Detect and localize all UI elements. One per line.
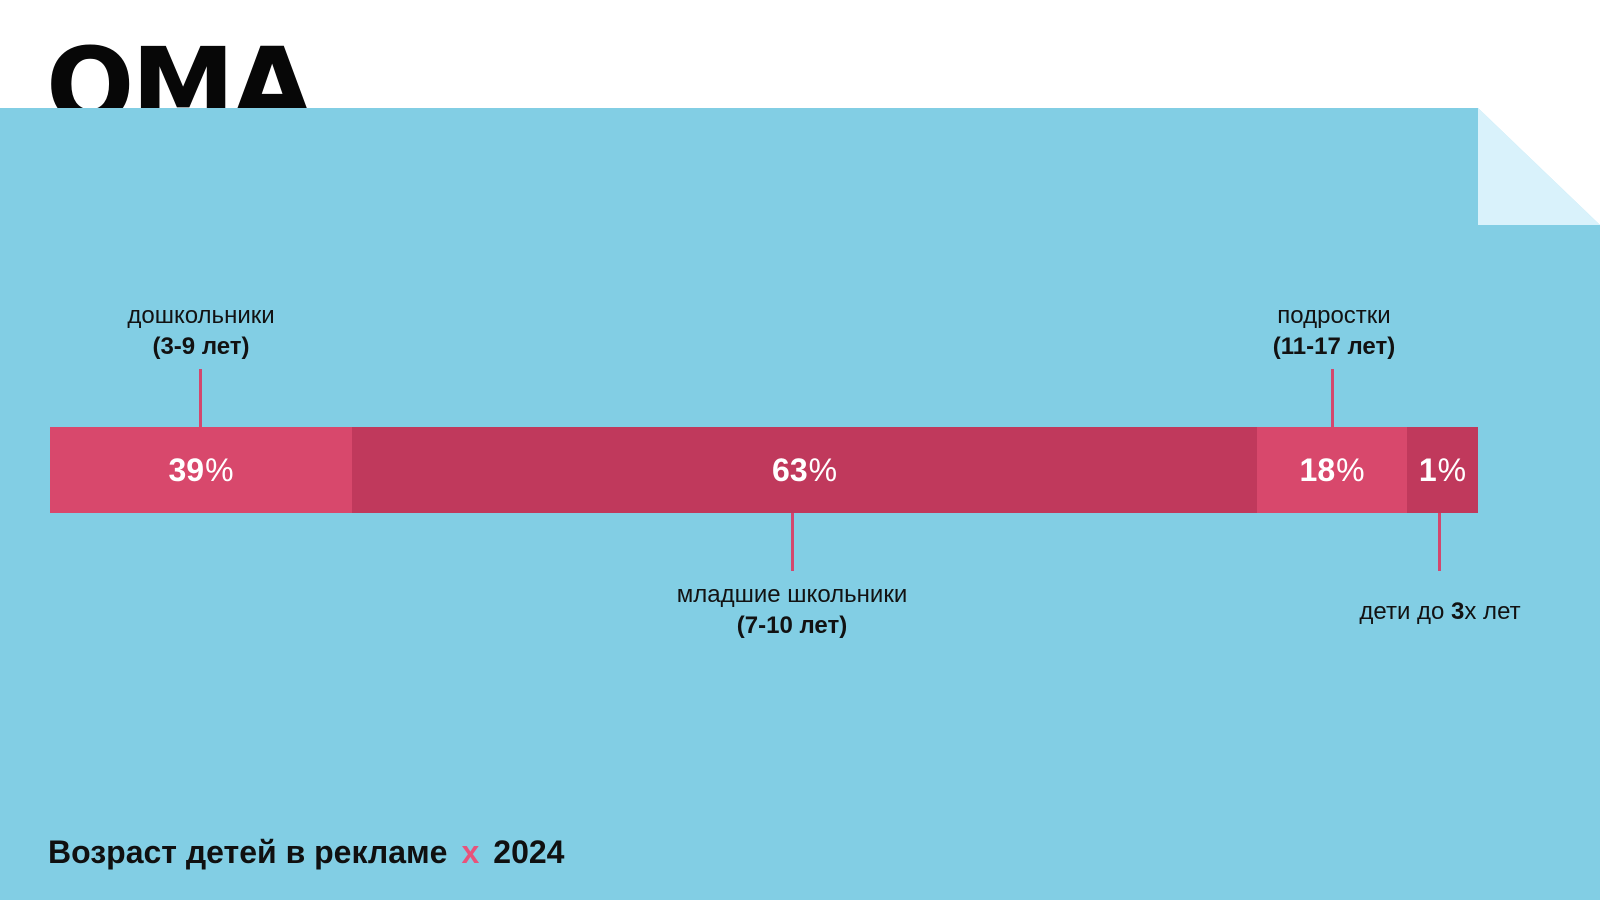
chart-title-text: Возраст детей в рекламе xyxy=(48,834,448,870)
bar-value-toddlers: 1 xyxy=(1418,451,1437,488)
bar-percent-sign: % xyxy=(1437,451,1467,488)
label-teens: подростки (11-17 лет) xyxy=(1273,300,1395,362)
label-teens-name: подростки xyxy=(1277,302,1391,329)
bar-segment-teens: 18% xyxy=(1257,427,1408,513)
label-preschool-age: (3-9 лет) xyxy=(152,333,250,360)
bar-segment-juniors: 63% xyxy=(352,427,1258,513)
connector-toddlers xyxy=(1438,513,1441,571)
label-preschool: дошкольники (3-9 лет) xyxy=(127,300,274,362)
label-juniors-name: младшие школьники xyxy=(676,581,908,608)
bar-value-teens: 18 xyxy=(1299,451,1336,488)
chart-title: Возраст детей в рекламе x 2024 xyxy=(48,832,564,872)
label-preschool-name: дошкольники xyxy=(127,302,275,329)
bar-value-juniors: 63 xyxy=(772,451,808,488)
bar-segment-preschool: 39% xyxy=(50,427,353,513)
bar-percent-sign: % xyxy=(1336,451,1365,488)
bar-value-preschool: 39 xyxy=(168,451,205,488)
label-toddlers-suffix: х лет xyxy=(1464,598,1521,625)
bar-percent-sign: % xyxy=(205,451,234,488)
label-toddlers-prefix: дети до xyxy=(1359,598,1452,625)
connector-juniors xyxy=(791,513,794,571)
label-teens-age: (11-17 лет) xyxy=(1272,333,1396,360)
label-juniors-age: (7-10 лет) xyxy=(736,612,848,639)
label-juniors: младшие школьники (7-10 лет) xyxy=(677,579,907,641)
bar-percent-sign: % xyxy=(808,451,838,488)
chart-title-x-separator: x xyxy=(461,834,480,870)
label-toddlers-number: 3 xyxy=(1451,598,1465,625)
label-toddlers: дети до 3х лет xyxy=(1359,596,1520,627)
connector-teens xyxy=(1331,369,1334,427)
connector-preschool xyxy=(199,369,202,427)
bar-segment-toddlers: 1% xyxy=(1407,427,1478,513)
stacked-bar: 39% 63% 18% 1% xyxy=(50,427,1478,513)
chart-title-year: 2024 xyxy=(493,834,565,870)
